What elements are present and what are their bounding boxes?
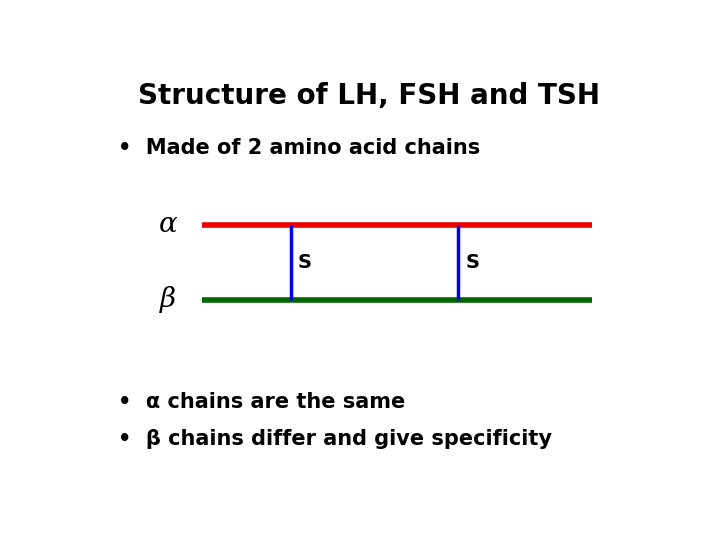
- Text: •  Made of 2 amino acid chains: • Made of 2 amino acid chains: [118, 138, 480, 158]
- Text: S: S: [298, 253, 312, 272]
- Text: α: α: [158, 211, 178, 238]
- Text: β: β: [160, 286, 176, 313]
- Text: •  β chains differ and give specificity: • β chains differ and give specificity: [118, 429, 552, 449]
- Text: Structure of LH, FSH and TSH: Structure of LH, FSH and TSH: [138, 82, 600, 110]
- Text: •  α chains are the same: • α chains are the same: [118, 392, 405, 411]
- Text: S: S: [465, 253, 480, 272]
